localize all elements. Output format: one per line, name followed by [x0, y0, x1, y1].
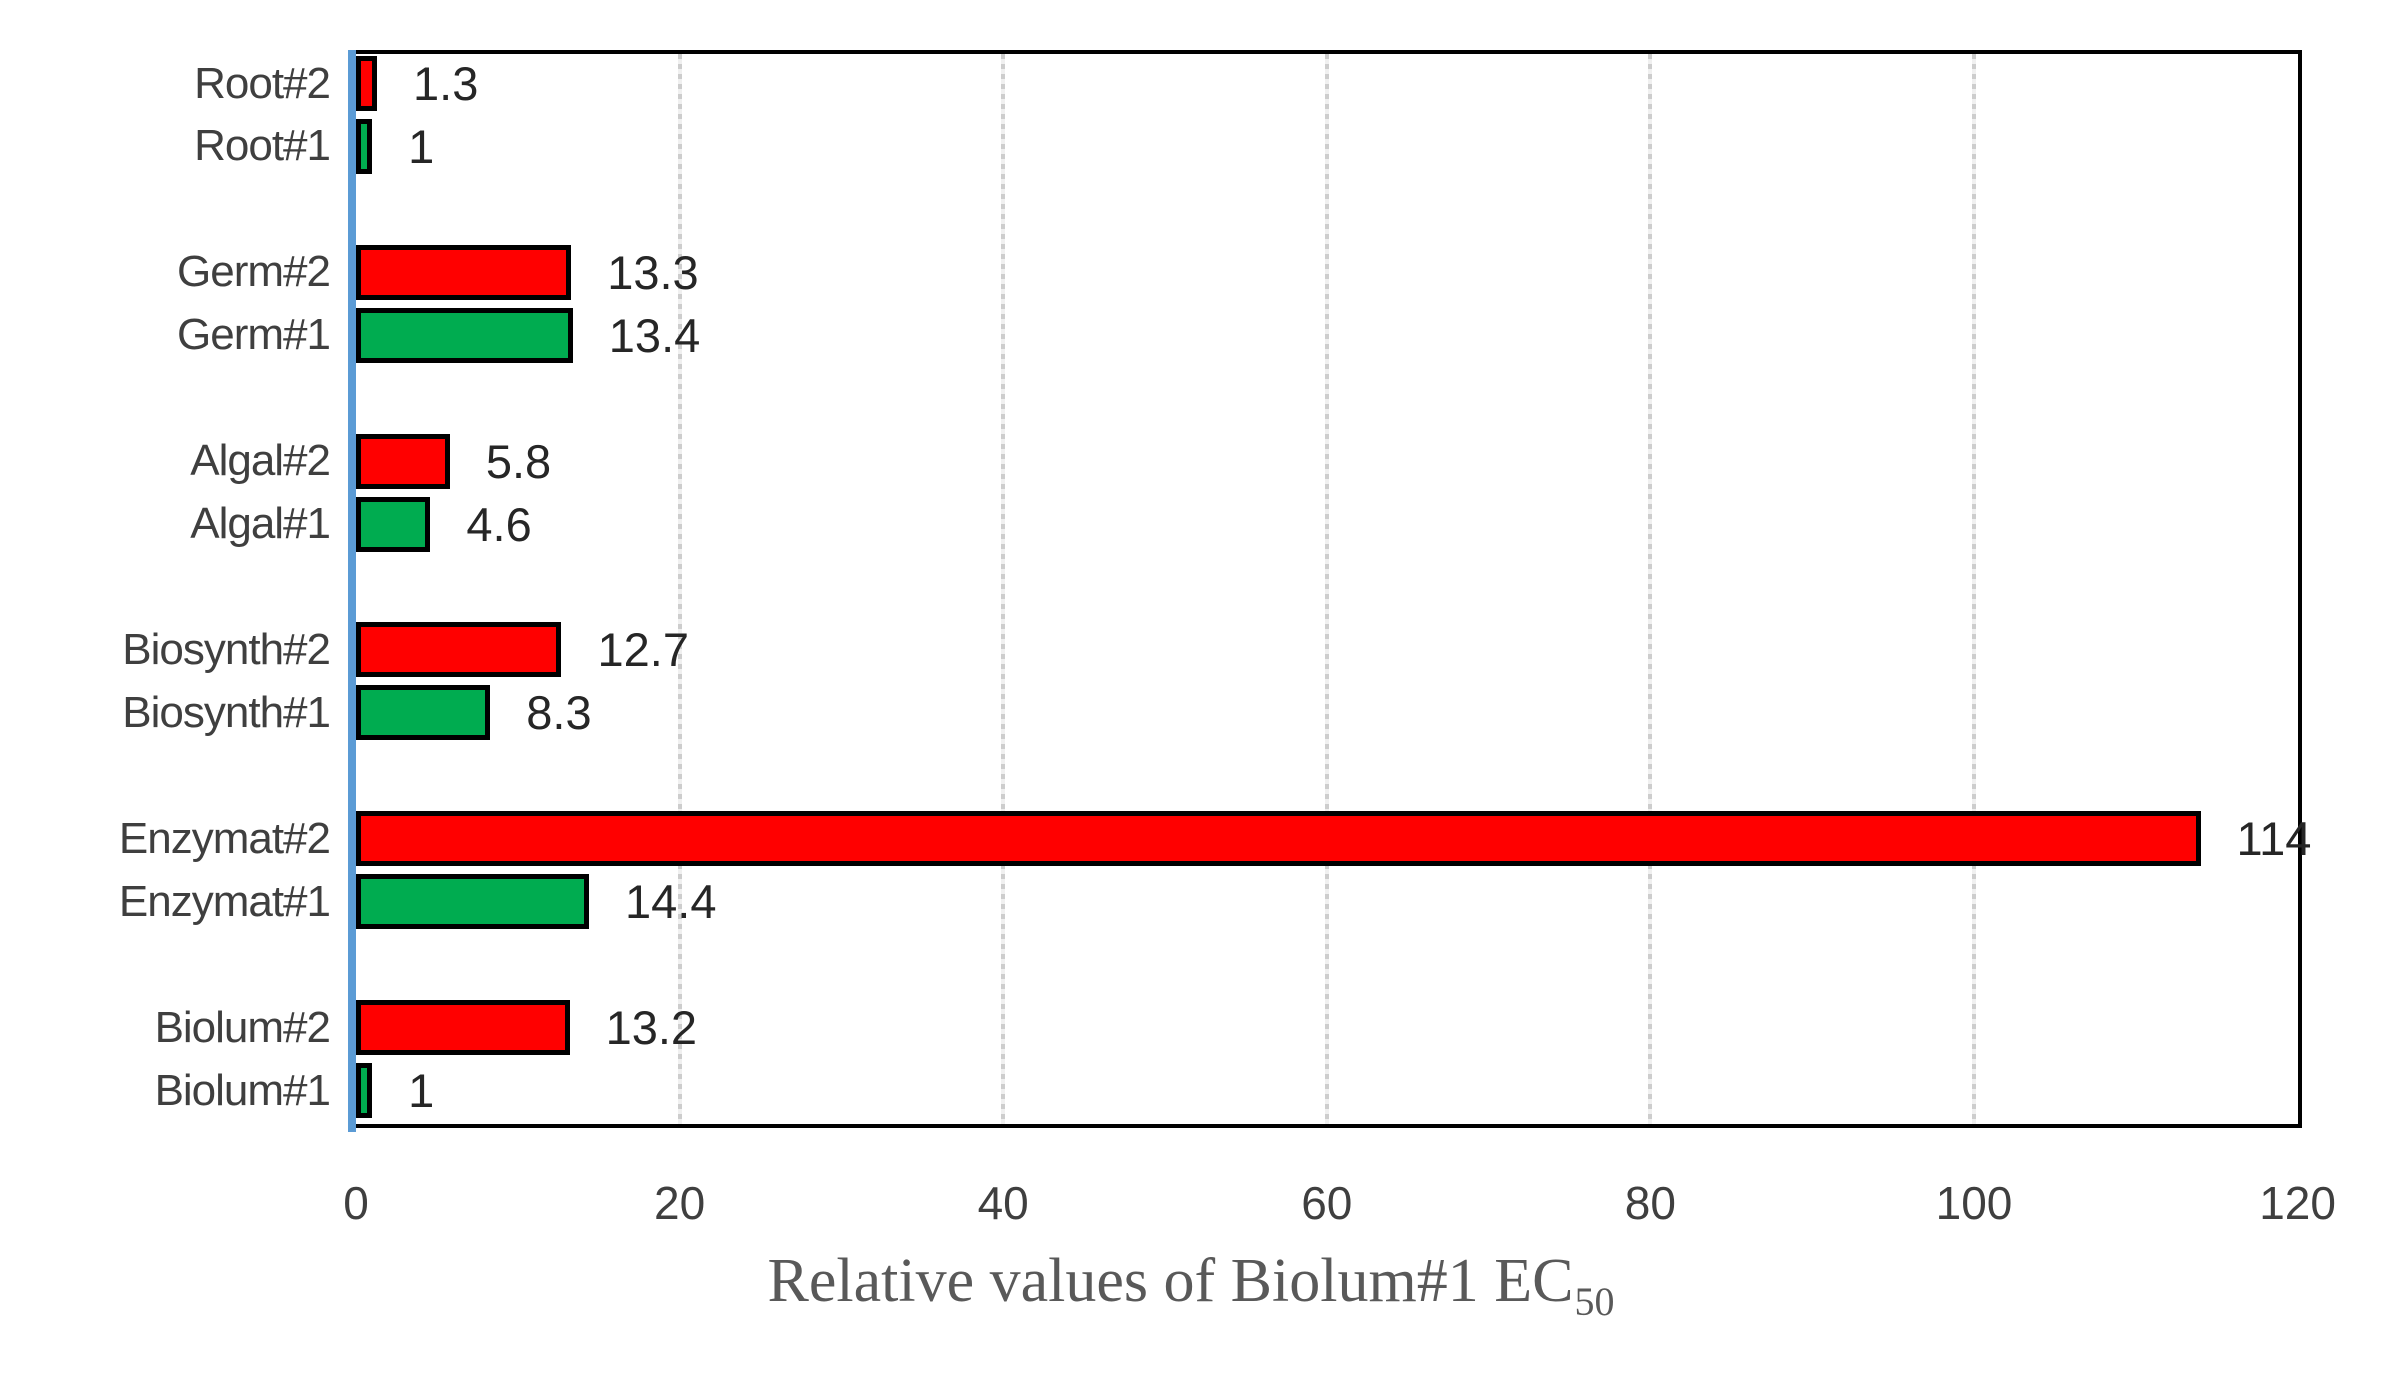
- value-label-germ1: 13.4: [608, 308, 701, 362]
- value-label-enzymat2: 114: [2236, 812, 2312, 866]
- value-label-biosynth1: 8.3: [526, 686, 592, 740]
- category-label-root1: Root#1: [194, 121, 331, 171]
- gridline-80: [1648, 54, 1653, 1124]
- value-label-root2: 1.3: [413, 57, 479, 110]
- bar-enzymat1: [356, 874, 589, 930]
- x-axis-title: Relative values of Biolum#1 EC50: [0, 1246, 2381, 1324]
- bar-biolum1: [356, 1063, 373, 1119]
- gridline-20: [677, 54, 682, 1124]
- category-label-biolum2: Biolum#2: [154, 1002, 331, 1052]
- bar-root2: [356, 56, 378, 111]
- x-tick-20: 20: [654, 1177, 706, 1229]
- value-label-biolum1: 1: [408, 1064, 435, 1118]
- x-tick-0: 0: [343, 1177, 369, 1229]
- value-label-enzymat1: 14.4: [624, 875, 717, 929]
- value-label-biolum2: 13.2: [605, 1001, 698, 1055]
- bar-row-root2: Root#2 1.3: [194, 56, 2298, 111]
- x-axis-title-main: Relative values of Biolum#1 EC: [767, 1247, 1574, 1315]
- value-axis-zero-line: [348, 50, 356, 1132]
- x-tick-60: 60: [1301, 1177, 1353, 1229]
- x-tick-80: 80: [1624, 1177, 1676, 1229]
- bar-enzymat2: [356, 811, 2201, 867]
- bar-algal1: [356, 496, 431, 552]
- bar-biolum2: [356, 1000, 570, 1056]
- bar-row-biosynth2: Biosynth#2 12.7: [122, 622, 2298, 678]
- bar-row-root1: Root#1 1: [194, 118, 2298, 174]
- bar-biosynth2: [356, 622, 562, 678]
- value-label-root1: 1: [408, 119, 435, 173]
- category-label-germ2: Germ#2: [177, 247, 331, 297]
- value-label-biosynth2: 12.7: [597, 623, 689, 677]
- category-label-germ1: Germ#1: [177, 310, 331, 360]
- bar-row-algal2: Algal#2 5.8: [190, 433, 2298, 489]
- value-label-algal2: 5.8: [485, 434, 552, 488]
- bar-row-biolum2: Biolum#2 13.2: [155, 1000, 2298, 1056]
- category-label-algal2: Algal#2: [190, 436, 331, 486]
- bar-row-biolum1: Biolum#1 1: [155, 1063, 2298, 1119]
- bar-row-biosynth1: Biosynth#1 8.3: [122, 685, 2298, 741]
- bar-root1: [356, 118, 373, 174]
- category-label-algal1: Algal#1: [190, 499, 331, 549]
- bar-row-enzymat2: Enzymat#2 114: [119, 811, 2311, 867]
- bar-row-algal1: Algal#1 4.6: [190, 496, 2298, 552]
- value-label-algal1: 4.6: [466, 497, 532, 551]
- category-label-enzymat1: Enzymat#1: [118, 876, 331, 926]
- category-label-biolum1: Biolum#1: [154, 1065, 331, 1115]
- bar-row-germ1: Germ#1 13.4: [177, 307, 2298, 363]
- plot-area: Root#2 1.3 Root#1 1 Germ#2 13.3 Germ#1 1…: [119, 50, 2311, 1132]
- bar-algal2: [356, 433, 450, 489]
- gridline-100: [1972, 54, 1976, 1124]
- bar-germ2: [356, 244, 572, 300]
- value-label-germ2: 13.3: [607, 245, 699, 299]
- x-tick-100: 100: [1935, 1177, 2013, 1229]
- category-label-enzymat2: Enzymat#2: [118, 813, 331, 863]
- gridline-40: [1001, 54, 1006, 1124]
- category-label-biosynth2: Biosynth#2: [122, 624, 331, 674]
- x-axis-title-subscript: 50: [1574, 1279, 1615, 1324]
- gridline-60: [1324, 54, 1329, 1124]
- category-label-biosynth1: Biosynth#1: [122, 687, 331, 737]
- x-tick-40: 40: [977, 1177, 1029, 1229]
- x-tick-120: 120: [2259, 1177, 2336, 1229]
- category-label-root2: Root#2: [194, 58, 331, 108]
- bar-row-enzymat1: Enzymat#1 14.4: [119, 874, 2298, 930]
- bar-biosynth1: [356, 685, 491, 741]
- bar-germ1: [356, 307, 573, 363]
- bar-row-germ2: Germ#2 13.3: [177, 244, 2298, 300]
